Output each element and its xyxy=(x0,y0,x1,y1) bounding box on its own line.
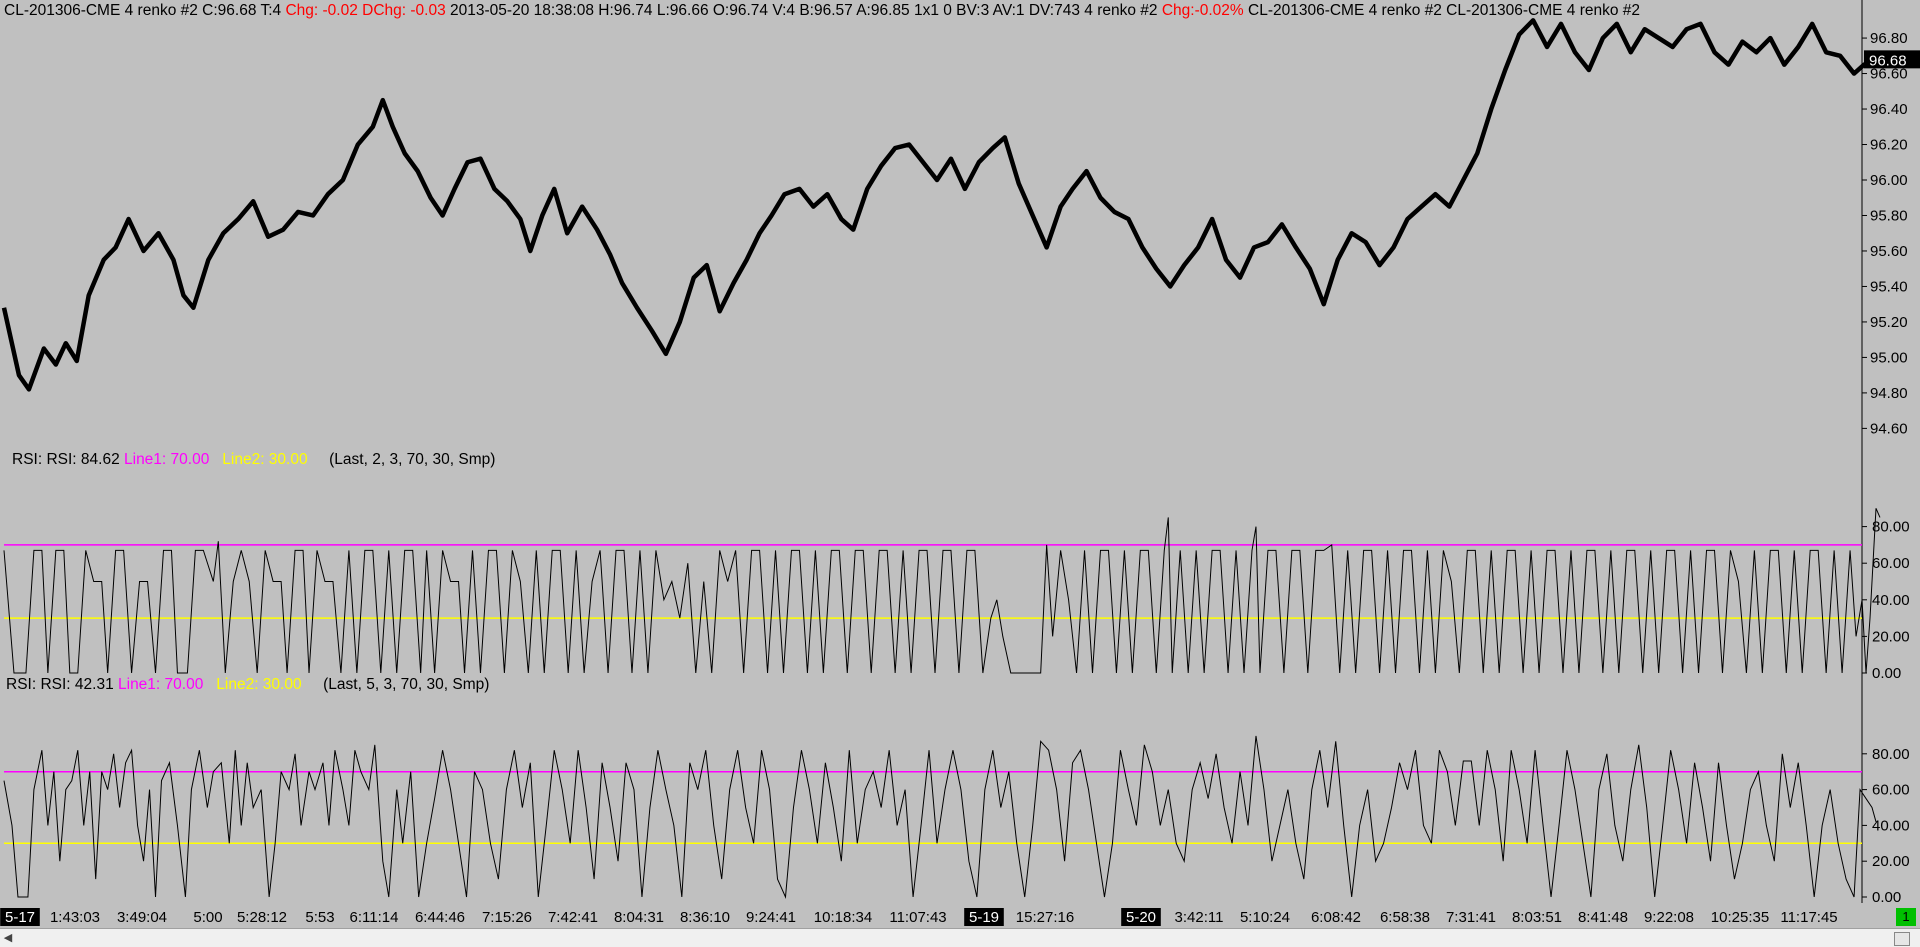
rsi-5-label: RSI: RSI: 42.31 xyxy=(6,676,118,693)
time-badge xyxy=(964,908,1004,926)
header-segment: Chg: -0.02 DChg: -0.03 xyxy=(285,2,451,19)
rsi-tick-label: 60.00 xyxy=(1872,555,1910,572)
time-badge xyxy=(1121,908,1161,926)
time-tick-label: 11:17:45 xyxy=(1780,909,1837,926)
rsi-5-header: RSI: RSI: 42.31 Line1: 70.00 Line2: 30.0… xyxy=(6,676,489,694)
price-tick-label: 94.80 xyxy=(1870,385,1908,402)
rsi-2-header: RSI: RSI: 84.62 Line1: 70.00 Line2: 30.0… xyxy=(12,451,495,469)
time-tick-label: 6:08:42 xyxy=(1311,909,1361,926)
time-tick-label: 8:04:31 xyxy=(614,909,664,926)
rsi-tick-label: 20.00 xyxy=(1872,628,1910,645)
rsi-tick-label: 60.00 xyxy=(1872,782,1910,799)
price-chart: 94.60 94.80 95.00 95.20 95.40 95.60 95.80 96.00… xyxy=(1,0,1920,460)
header-segment: 2013-05-20 18:38:08 H:96.74 L:96.66 O:96… xyxy=(450,2,1162,19)
price-tick-label: 96.20 xyxy=(1870,137,1908,154)
rsi-5-line2-label: Line2: 30.00 xyxy=(216,676,302,693)
time-tick-label: 9:22:08 xyxy=(1644,909,1694,926)
rsi-series-line xyxy=(3,735,1877,899)
rsi-5-chart: 0.00 20.00 40.00 60.00 80.00 xyxy=(3,675,1910,906)
rsi-5-line1-label: Line1: 70.00 xyxy=(118,676,204,693)
rsi-tick-label: 80.00 xyxy=(1872,519,1910,536)
time-tick-label: 5-17 xyxy=(5,909,35,926)
time-tick-label: 5:28:12 xyxy=(237,909,287,926)
time-tick-label: 5:53 xyxy=(305,909,334,926)
price-tick-label: 96.80 xyxy=(1870,30,1908,47)
rsi-2-chart: 0.00 20.00 40.00 60.00 80.00 xyxy=(3,450,1910,680)
price-tick-label: 95.60 xyxy=(1870,243,1908,260)
time-tick-label: 5-19 xyxy=(969,909,999,926)
time-tick-label: 15:27:16 xyxy=(1016,909,1074,926)
time-tick-label: 7:42:41 xyxy=(548,909,598,926)
time-tick-label: 6:11:14 xyxy=(350,909,399,926)
price-tick-label: 96.60 xyxy=(1870,66,1908,83)
rsi-tick-label: 40.00 xyxy=(1872,817,1910,834)
rsi-tick-label: 80.00 xyxy=(1872,746,1910,763)
time-tick-label: 6:58:38 xyxy=(1380,909,1430,926)
rsi-2-line1-label: Line1: 70.00 xyxy=(124,451,210,468)
rsi-series-line xyxy=(3,508,1881,674)
last-price-badge xyxy=(1864,50,1920,69)
rsi-tick-label: 40.00 xyxy=(1872,592,1910,609)
price-tick-label: 96.40 xyxy=(1870,101,1908,118)
chart-header: CL-201306-CME 4 renko #2 C:96.68 T:4 Chg… xyxy=(4,2,1640,20)
time-tick-label: 3:42:11 xyxy=(1175,909,1224,926)
time-tick-label: 11:07:43 xyxy=(889,909,946,926)
price-tick-label: 96.00 xyxy=(1870,172,1908,189)
rsi-5-params: (Last, 5, 3, 70, 30, Smp) xyxy=(323,676,490,693)
rsi-2-params: (Last, 2, 3, 70, 30, Smp) xyxy=(329,451,496,468)
time-tick-label: 5-20 xyxy=(1126,909,1156,926)
price-series-line xyxy=(1,18,1876,392)
status-indicator: 1 xyxy=(1896,908,1916,926)
time-tick-label: 5:10:24 xyxy=(1240,909,1290,926)
price-tick-label: 95.40 xyxy=(1870,278,1908,295)
time-badge xyxy=(0,908,40,926)
time-tick-label: 9:24:41 xyxy=(746,909,796,926)
time-tick-label: 5:00 xyxy=(193,909,222,926)
last-price-label: 96.68 xyxy=(1869,52,1907,69)
rsi-2-label: RSI: RSI: 84.62 xyxy=(12,451,124,468)
header-segment: CL-201306-CME 4 renko #2 C:96.68 T:4 xyxy=(4,2,286,19)
rsi-tick-label: 0.00 xyxy=(1872,889,1901,906)
scroll-thumb[interactable] xyxy=(1894,932,1910,946)
price-tick-label: 95.20 xyxy=(1870,314,1908,331)
time-axis: 5-17 1:43:03 3:49:04 5:00 5:28:12 5:53 6:11:14… xyxy=(0,908,1838,926)
horizontal-scrollbar[interactable]: ◀ xyxy=(0,928,1920,947)
header-segment: Chg:-0.02% xyxy=(1161,2,1248,19)
time-tick-label: 7:31:41 xyxy=(1446,909,1496,926)
time-tick-label: 10:25:35 xyxy=(1711,909,1769,926)
price-tick-label: 95.00 xyxy=(1870,349,1908,366)
time-tick-label: 1:43:03 xyxy=(50,909,100,926)
price-tick-label: 95.80 xyxy=(1870,207,1908,224)
time-tick-label: 7:15:26 xyxy=(482,909,532,926)
time-tick-label: 3:49:04 xyxy=(117,909,167,926)
time-tick-label: 8:41:48 xyxy=(1578,909,1628,926)
header-segment: CL-201306-CME 4 renko #2 CL-201306-CME 4… xyxy=(1248,2,1641,19)
time-tick-label: 6:44:46 xyxy=(415,909,465,926)
rsi-tick-label: 0.00 xyxy=(1872,665,1901,680)
rsi-tick-label: 20.00 xyxy=(1872,853,1910,870)
rsi-2-line2-label: Line2: 30.00 xyxy=(222,451,308,468)
price-tick-label: 94.60 xyxy=(1870,420,1908,437)
time-tick-label: 10:18:34 xyxy=(814,909,872,926)
time-tick-label: 8:36:10 xyxy=(680,909,730,926)
scroll-left-icon[interactable]: ◀ xyxy=(3,932,13,944)
time-tick-label: 8:03:51 xyxy=(1512,909,1562,926)
